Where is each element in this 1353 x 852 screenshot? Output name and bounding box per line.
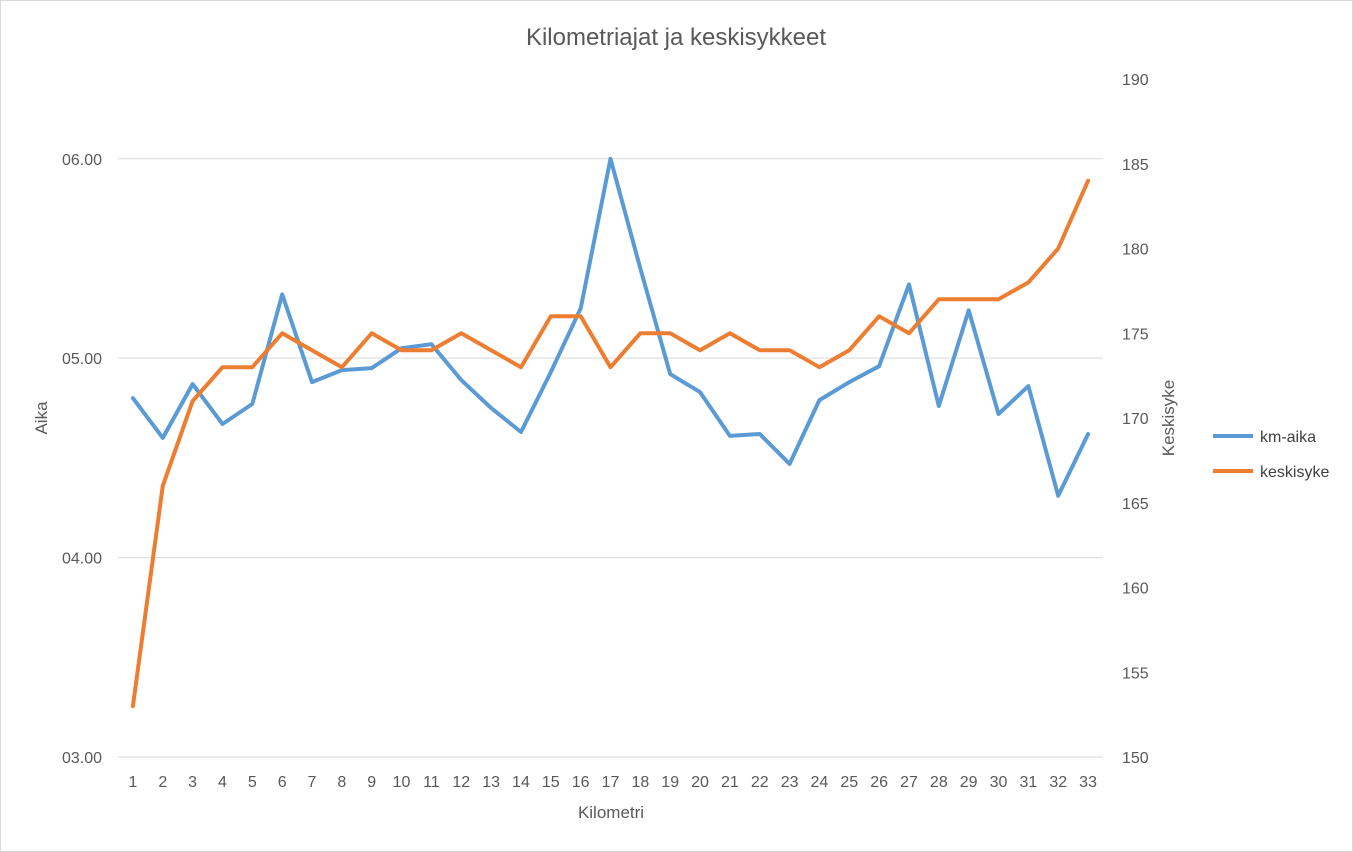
y2-tick-label: 155 — [1122, 665, 1149, 682]
x-tick-label: 15 — [542, 774, 560, 791]
y2-tick-label: 165 — [1122, 496, 1149, 513]
x-tick-label: 31 — [1019, 774, 1037, 791]
x-tick-label: 17 — [602, 774, 620, 791]
y-tick-label: 04.00 — [62, 551, 102, 568]
y-tick-label: 05.00 — [62, 351, 102, 368]
x-tick-label: 19 — [661, 774, 679, 791]
x-tick-label: 8 — [337, 774, 346, 791]
series-lines — [130, 156, 1091, 709]
x-tick-label: 7 — [308, 774, 317, 791]
x-axis-ticks: 1 2 3 4 5 6 7 8 9 10 11 12 13 14 15 16 17 18 19 20 21 22 23 24 2… — [128, 774, 1097, 791]
gridlines — [118, 158, 1103, 758]
legend: km-aika keskisyke — [1213, 429, 1329, 481]
y2-tick-label: 160 — [1122, 581, 1149, 598]
x-tick-label: 28 — [930, 774, 948, 791]
x-tick-label: 12 — [452, 774, 470, 791]
x-tick-label: 2 — [158, 774, 167, 791]
x-tick-label: 13 — [482, 774, 500, 791]
x-tick-label: 16 — [572, 774, 590, 791]
y2-tick-label: 175 — [1122, 326, 1149, 343]
x-tick-label: 18 — [631, 774, 649, 791]
legend-label: keskisyke — [1260, 464, 1329, 481]
x-tick-label: 29 — [960, 774, 978, 791]
x-tick-label: 21 — [721, 774, 739, 791]
x-tick-label: 25 — [840, 774, 858, 791]
y2-tick-label: 180 — [1122, 242, 1149, 259]
x-tick-label: 14 — [512, 774, 530, 791]
left-axis-ticks: 03.00 04.00 05.00 06.00 — [62, 152, 102, 767]
y2-tick-label: 170 — [1122, 411, 1149, 428]
x-tick-label: 5 — [248, 774, 257, 791]
y2-tick-label: 150 — [1122, 750, 1149, 767]
series-line-keskisyke — [130, 178, 1091, 709]
y2-tick-label: 190 — [1122, 72, 1149, 89]
y-axis-title: Aika — [32, 401, 51, 435]
x-tick-label: 3 — [188, 774, 197, 791]
chart-title: Kilometriajat ja keskisykkeet — [526, 24, 826, 51]
y-tick-label: 06.00 — [62, 152, 102, 169]
x-tick-label: 27 — [900, 774, 918, 791]
x-tick-label: 1 — [128, 774, 137, 791]
right-axis-ticks: 150 155 160 165 170 175 180 185 190 — [1122, 72, 1149, 767]
x-tick-label: 33 — [1079, 774, 1097, 791]
series-line-km-aika — [130, 156, 1091, 498]
y2-axis-title: Keskisyke — [1159, 380, 1178, 457]
y-tick-label: 03.00 — [62, 750, 102, 767]
x-tick-label: 24 — [811, 774, 829, 791]
x-tick-label: 23 — [781, 774, 799, 791]
x-tick-label: 9 — [367, 774, 376, 791]
x-tick-label: 22 — [751, 774, 769, 791]
x-tick-label: 30 — [990, 774, 1008, 791]
x-axis-title: Kilometri — [578, 803, 644, 822]
x-tick-label: 32 — [1049, 774, 1067, 791]
x-tick-label: 4 — [218, 774, 227, 791]
legend-label: km-aika — [1260, 429, 1316, 446]
y2-tick-label: 185 — [1122, 157, 1149, 174]
x-tick-label: 26 — [870, 774, 888, 791]
x-tick-label: 6 — [278, 774, 287, 791]
x-tick-label: 20 — [691, 774, 709, 791]
x-tick-label: 10 — [393, 774, 411, 791]
x-tick-label: 11 — [423, 774, 440, 791]
